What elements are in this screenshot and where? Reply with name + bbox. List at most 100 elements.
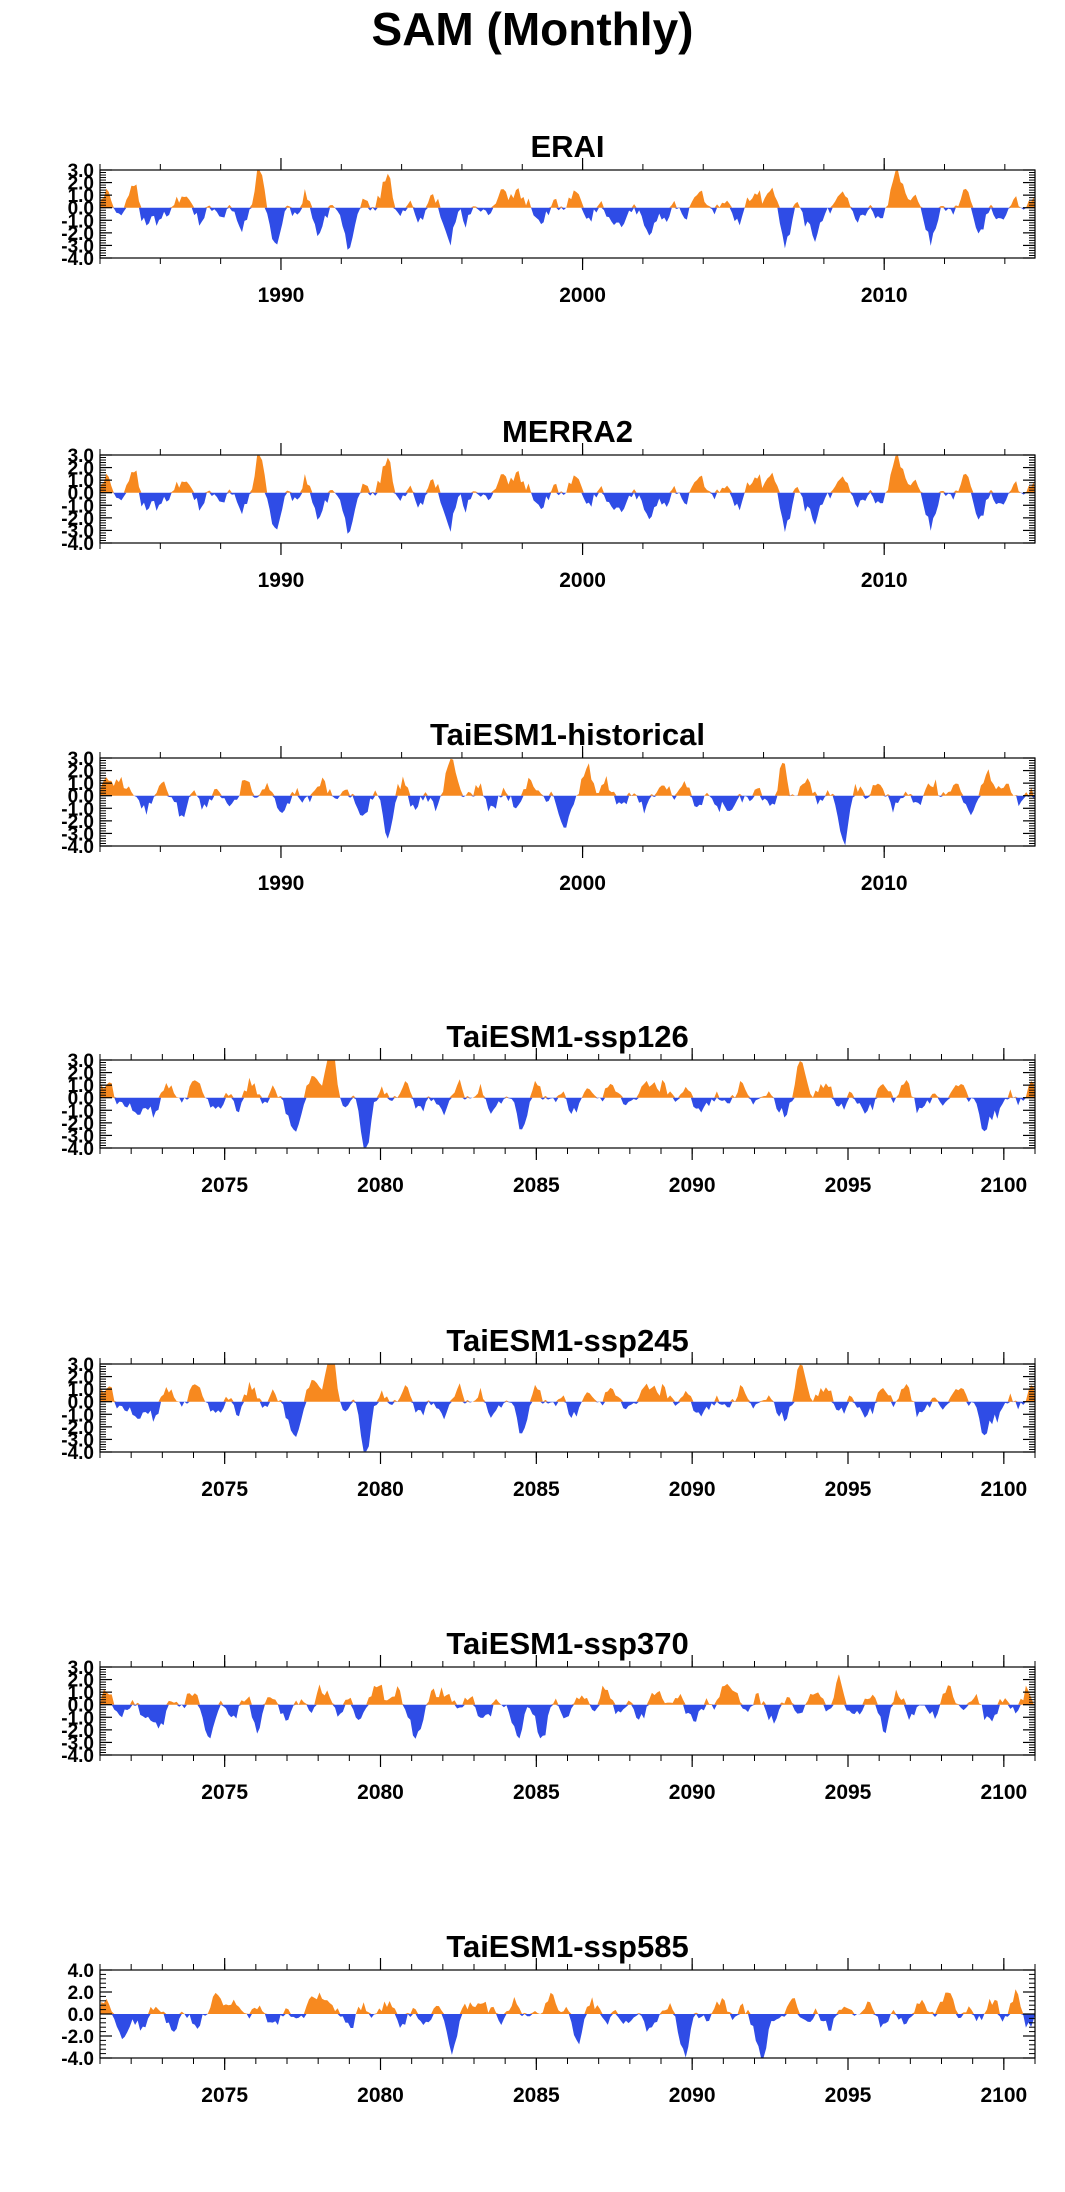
x-tick-label: 2100 [980, 1478, 1027, 1501]
page-title: SAM (Monthly) [371, 3, 694, 55]
x-tick-label: 2095 [825, 2084, 872, 2107]
y-tick-label: 3.0 [68, 1051, 94, 1072]
chart-panel-1: MERRA2 3.02.01.00.0-1.0-2.0-3.0-4.0 1990 20… [61, 414, 1036, 592]
positive-series-area [100, 758, 1035, 796]
y-tick-label: 4.0 [68, 1961, 94, 1982]
negative-series-area [100, 795, 1035, 846]
plot-frame [99, 454, 1036, 544]
x-tick-label: 2080 [357, 1781, 404, 1804]
x-tick-label: 2090 [669, 1478, 716, 1501]
x-tick-label: 2075 [201, 1174, 248, 1197]
y-tick-label: 0.0 [68, 199, 94, 220]
x-tick-label: 2085 [513, 1478, 560, 1501]
x-tick-label: 1990 [258, 872, 305, 895]
x-tick-label: 2090 [669, 2084, 716, 2107]
y-tick-label: -2.0 [61, 509, 94, 530]
y-tick-label: 3.0 [68, 749, 94, 770]
y-tick-label: 2.0 [68, 1064, 94, 1085]
y-tick-label: 2.0 [68, 762, 94, 783]
x-tick-label: 2095 [825, 1174, 872, 1197]
positive-series-area [100, 455, 1035, 493]
y-tick-label: -2.0 [61, 1418, 94, 1439]
y-tick-label: 1.0 [68, 186, 94, 207]
x-tick-label: 2080 [357, 1478, 404, 1501]
y-tick-label: -1.0 [61, 1708, 94, 1729]
y-tick-label: -4.0 [61, 534, 94, 555]
x-tick-label: 2075 [201, 2084, 248, 2107]
x-tick-label: 1990 [258, 569, 305, 592]
positive-series-area [100, 1989, 1035, 2014]
positive-series-area [100, 1060, 1035, 1098]
y-tick-label: -3.0 [61, 1126, 94, 1147]
x-tick-label: 2080 [357, 2084, 404, 2107]
y-tick-label: -3.0 [61, 236, 94, 257]
x-tick-label: 2010 [861, 872, 908, 895]
y-tick-label: -2.0 [61, 1721, 94, 1742]
x-tick-label: 2100 [980, 1174, 1027, 1197]
x-tick-label: 2000 [559, 284, 606, 307]
positive-series-area [100, 1674, 1035, 1705]
x-tick-label: 2080 [357, 1174, 404, 1197]
y-tick-label: -4.0 [61, 1443, 94, 1464]
y-tick-label: 1.0 [68, 774, 94, 795]
x-tick-label: 2010 [861, 569, 908, 592]
y-tick-label: 2.0 [68, 174, 94, 195]
y-tick-label: -2.0 [61, 224, 94, 245]
y-tick-label: -4.0 [61, 249, 94, 270]
x-tick-label: 2095 [825, 1781, 872, 1804]
panel-title: MERRA2 [502, 414, 633, 449]
panel-title: TaiESM1-ssp585 [446, 1929, 688, 1964]
chart-panel-0: ERAI 3.02.01.00.0-1.0-2.0-3.0-4.0 1990 2000… [61, 129, 1036, 307]
y-tick-label: 2.0 [68, 1983, 94, 2004]
y-tick-label: 1.0 [68, 1683, 94, 1704]
y-tick-label: -3.0 [61, 824, 94, 845]
x-tick-label: 2100 [980, 2084, 1027, 2107]
y-tick-label: -2.0 [61, 812, 94, 833]
negative-series-area [100, 492, 1035, 534]
y-tick-label: 0.0 [68, 484, 94, 505]
x-tick-label: 2090 [669, 1174, 716, 1197]
y-tick-label: -1.0 [61, 496, 94, 517]
y-tick-label: 1.0 [68, 1076, 94, 1097]
x-tick-label: 2010 [861, 284, 908, 307]
x-tick-label: 2095 [825, 1478, 872, 1501]
y-tick-label: -4.0 [61, 837, 94, 858]
y-tick-label: -1.0 [61, 211, 94, 232]
y-tick-label: 1.0 [68, 1380, 94, 1401]
y-tick-label: 3.0 [68, 161, 94, 182]
chart-panel-2: TaiESM1-historical 3.02.01.00.0-1.0-2.0-3… [61, 717, 1036, 895]
y-tick-label: 0.0 [68, 1089, 94, 1110]
x-tick-label: 2085 [513, 2084, 560, 2107]
negative-series-area [100, 1704, 1035, 1739]
x-tick-label: 2085 [513, 1174, 560, 1197]
chart-panel-5: TaiESM1-ssp370 3.02.01.00.0-1.0-2.0-3.0-4… [61, 1626, 1036, 1804]
y-tick-label: 2.0 [68, 1368, 94, 1389]
chart-panel-4: TaiESM1-ssp245 3.02.01.00.0-1.0-2.0-3.0-4… [61, 1323, 1036, 1501]
negative-series-area [100, 1097, 1035, 1148]
y-tick-label: -3.0 [61, 1430, 94, 1451]
x-tick-label: 2100 [980, 1781, 1027, 1804]
panel-title: ERAI [530, 129, 604, 164]
y-tick-label: -3.0 [61, 1733, 94, 1754]
y-tick-label: 2.0 [68, 459, 94, 480]
y-tick-label: 1.0 [68, 471, 94, 492]
y-tick-label: -3.0 [61, 521, 94, 542]
y-tick-label: -2.0 [61, 2027, 94, 2048]
y-tick-label: 3.0 [68, 1355, 94, 1376]
y-tick-label: -4.0 [61, 1139, 94, 1160]
y-tick-label: -1.0 [61, 799, 94, 820]
x-tick-label: 2075 [201, 1478, 248, 1501]
plot-frame [99, 757, 1036, 847]
x-tick-label: 2090 [669, 1781, 716, 1804]
y-tick-label: -2.0 [61, 1114, 94, 1135]
chart-panel-3: TaiESM1-ssp126 3.02.01.00.0-1.0-2.0-3.0-4… [61, 1019, 1036, 1197]
y-tick-label: 0.0 [68, 1393, 94, 1414]
negative-series-area [100, 2014, 1035, 2058]
y-tick-label: -4.0 [61, 2049, 94, 2070]
y-tick-label: 0.0 [68, 787, 94, 808]
y-tick-label: 0.0 [68, 1696, 94, 1717]
y-tick-label: -1.0 [61, 1405, 94, 1426]
y-tick-label: 3.0 [68, 446, 94, 467]
negative-series-area [100, 207, 1035, 250]
y-tick-label: 3.0 [68, 1658, 94, 1679]
